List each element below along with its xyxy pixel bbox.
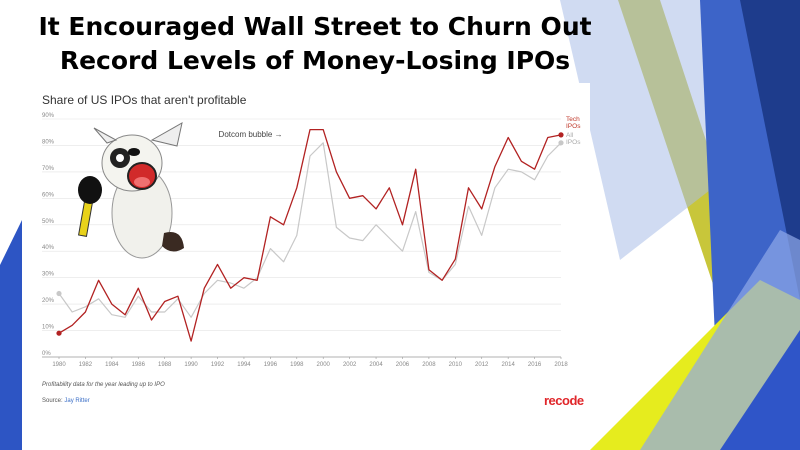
y-tick-label: 20% xyxy=(42,298,55,304)
annotation-label: Dotcom bubble → xyxy=(219,130,283,139)
chart-source: Source: Jay Ritter xyxy=(42,398,90,404)
x-tick-label: 2012 xyxy=(475,362,489,368)
x-tick-label: 1996 xyxy=(264,362,278,368)
x-tick-label: 2000 xyxy=(317,362,331,368)
x-tick-label: 2006 xyxy=(396,362,410,368)
y-tick-label: 10% xyxy=(42,325,55,331)
legend-label: IPOs xyxy=(566,139,581,146)
series-line xyxy=(58,142,562,318)
x-tick-label: 1998 xyxy=(290,362,304,368)
y-tick-label: 70% xyxy=(42,166,55,172)
puppet-ear-right xyxy=(150,122,183,147)
microphone-head xyxy=(78,176,102,204)
puppet-paw xyxy=(162,232,184,252)
y-tick-label: 80% xyxy=(42,139,55,145)
chart-title: Share of US IPOs that aren't profitable xyxy=(42,93,247,107)
puppet-eye xyxy=(116,154,124,162)
x-tick-label: 2008 xyxy=(422,362,436,368)
series-endpoint xyxy=(558,140,564,146)
puppet-ear-left xyxy=(93,127,118,144)
legend-label: Tech xyxy=(566,116,580,123)
chart-panel xyxy=(22,83,590,413)
x-tick-label: 2002 xyxy=(343,362,357,368)
y-tick-label: 40% xyxy=(42,245,55,251)
deco-blue-lower xyxy=(720,330,800,450)
x-tick-label: 1980 xyxy=(52,362,66,368)
y-tick-label: 60% xyxy=(42,192,55,198)
puppet-image xyxy=(78,122,184,259)
slide-title: It Encouraged Wall Street to Churn Out R… xyxy=(0,10,630,78)
x-tick-label: 1994 xyxy=(237,362,251,368)
slide-title-line1: It Encouraged Wall Street to Churn Out xyxy=(38,12,592,41)
slide-title-line2: Record Levels of Money-Losing IPOs xyxy=(59,46,571,75)
x-tick-label: 2004 xyxy=(369,362,383,368)
series-line xyxy=(58,128,562,342)
x-tick-label: 1992 xyxy=(211,362,225,368)
x-tick-label: 2016 xyxy=(528,362,542,368)
legend-label: IPOs xyxy=(566,123,581,130)
chart-footnote: Profitability data for the year leading … xyxy=(42,382,165,388)
deco-left-blue xyxy=(0,220,22,450)
x-tick-label: 1984 xyxy=(105,362,119,368)
x-tick-label: 1982 xyxy=(79,362,93,368)
y-tick-label: 90% xyxy=(42,113,55,119)
legend-label: All xyxy=(566,132,574,139)
series-endpoint xyxy=(558,132,564,138)
x-tick-label: 1988 xyxy=(158,362,172,368)
series-endpoint xyxy=(56,330,62,336)
puppet-nose xyxy=(128,148,140,156)
source-label: Source: xyxy=(42,398,63,404)
x-tick-label: 2018 xyxy=(554,362,568,368)
x-tick-label: 2010 xyxy=(449,362,463,368)
deco-navy-band xyxy=(740,0,800,300)
x-tick-label: 2014 xyxy=(501,362,515,368)
x-tick-label: 1986 xyxy=(132,362,146,368)
puppet-tongue xyxy=(134,177,150,187)
y-tick-label: 50% xyxy=(42,219,55,225)
y-tick-label: 30% xyxy=(42,272,55,278)
series-endpoint xyxy=(56,290,62,297)
brand-logo: recode xyxy=(544,393,584,408)
y-tick-label: 0% xyxy=(42,351,51,357)
x-tick-label: 1990 xyxy=(184,362,198,368)
source-link[interactable]: Jay Ritter xyxy=(64,398,90,404)
